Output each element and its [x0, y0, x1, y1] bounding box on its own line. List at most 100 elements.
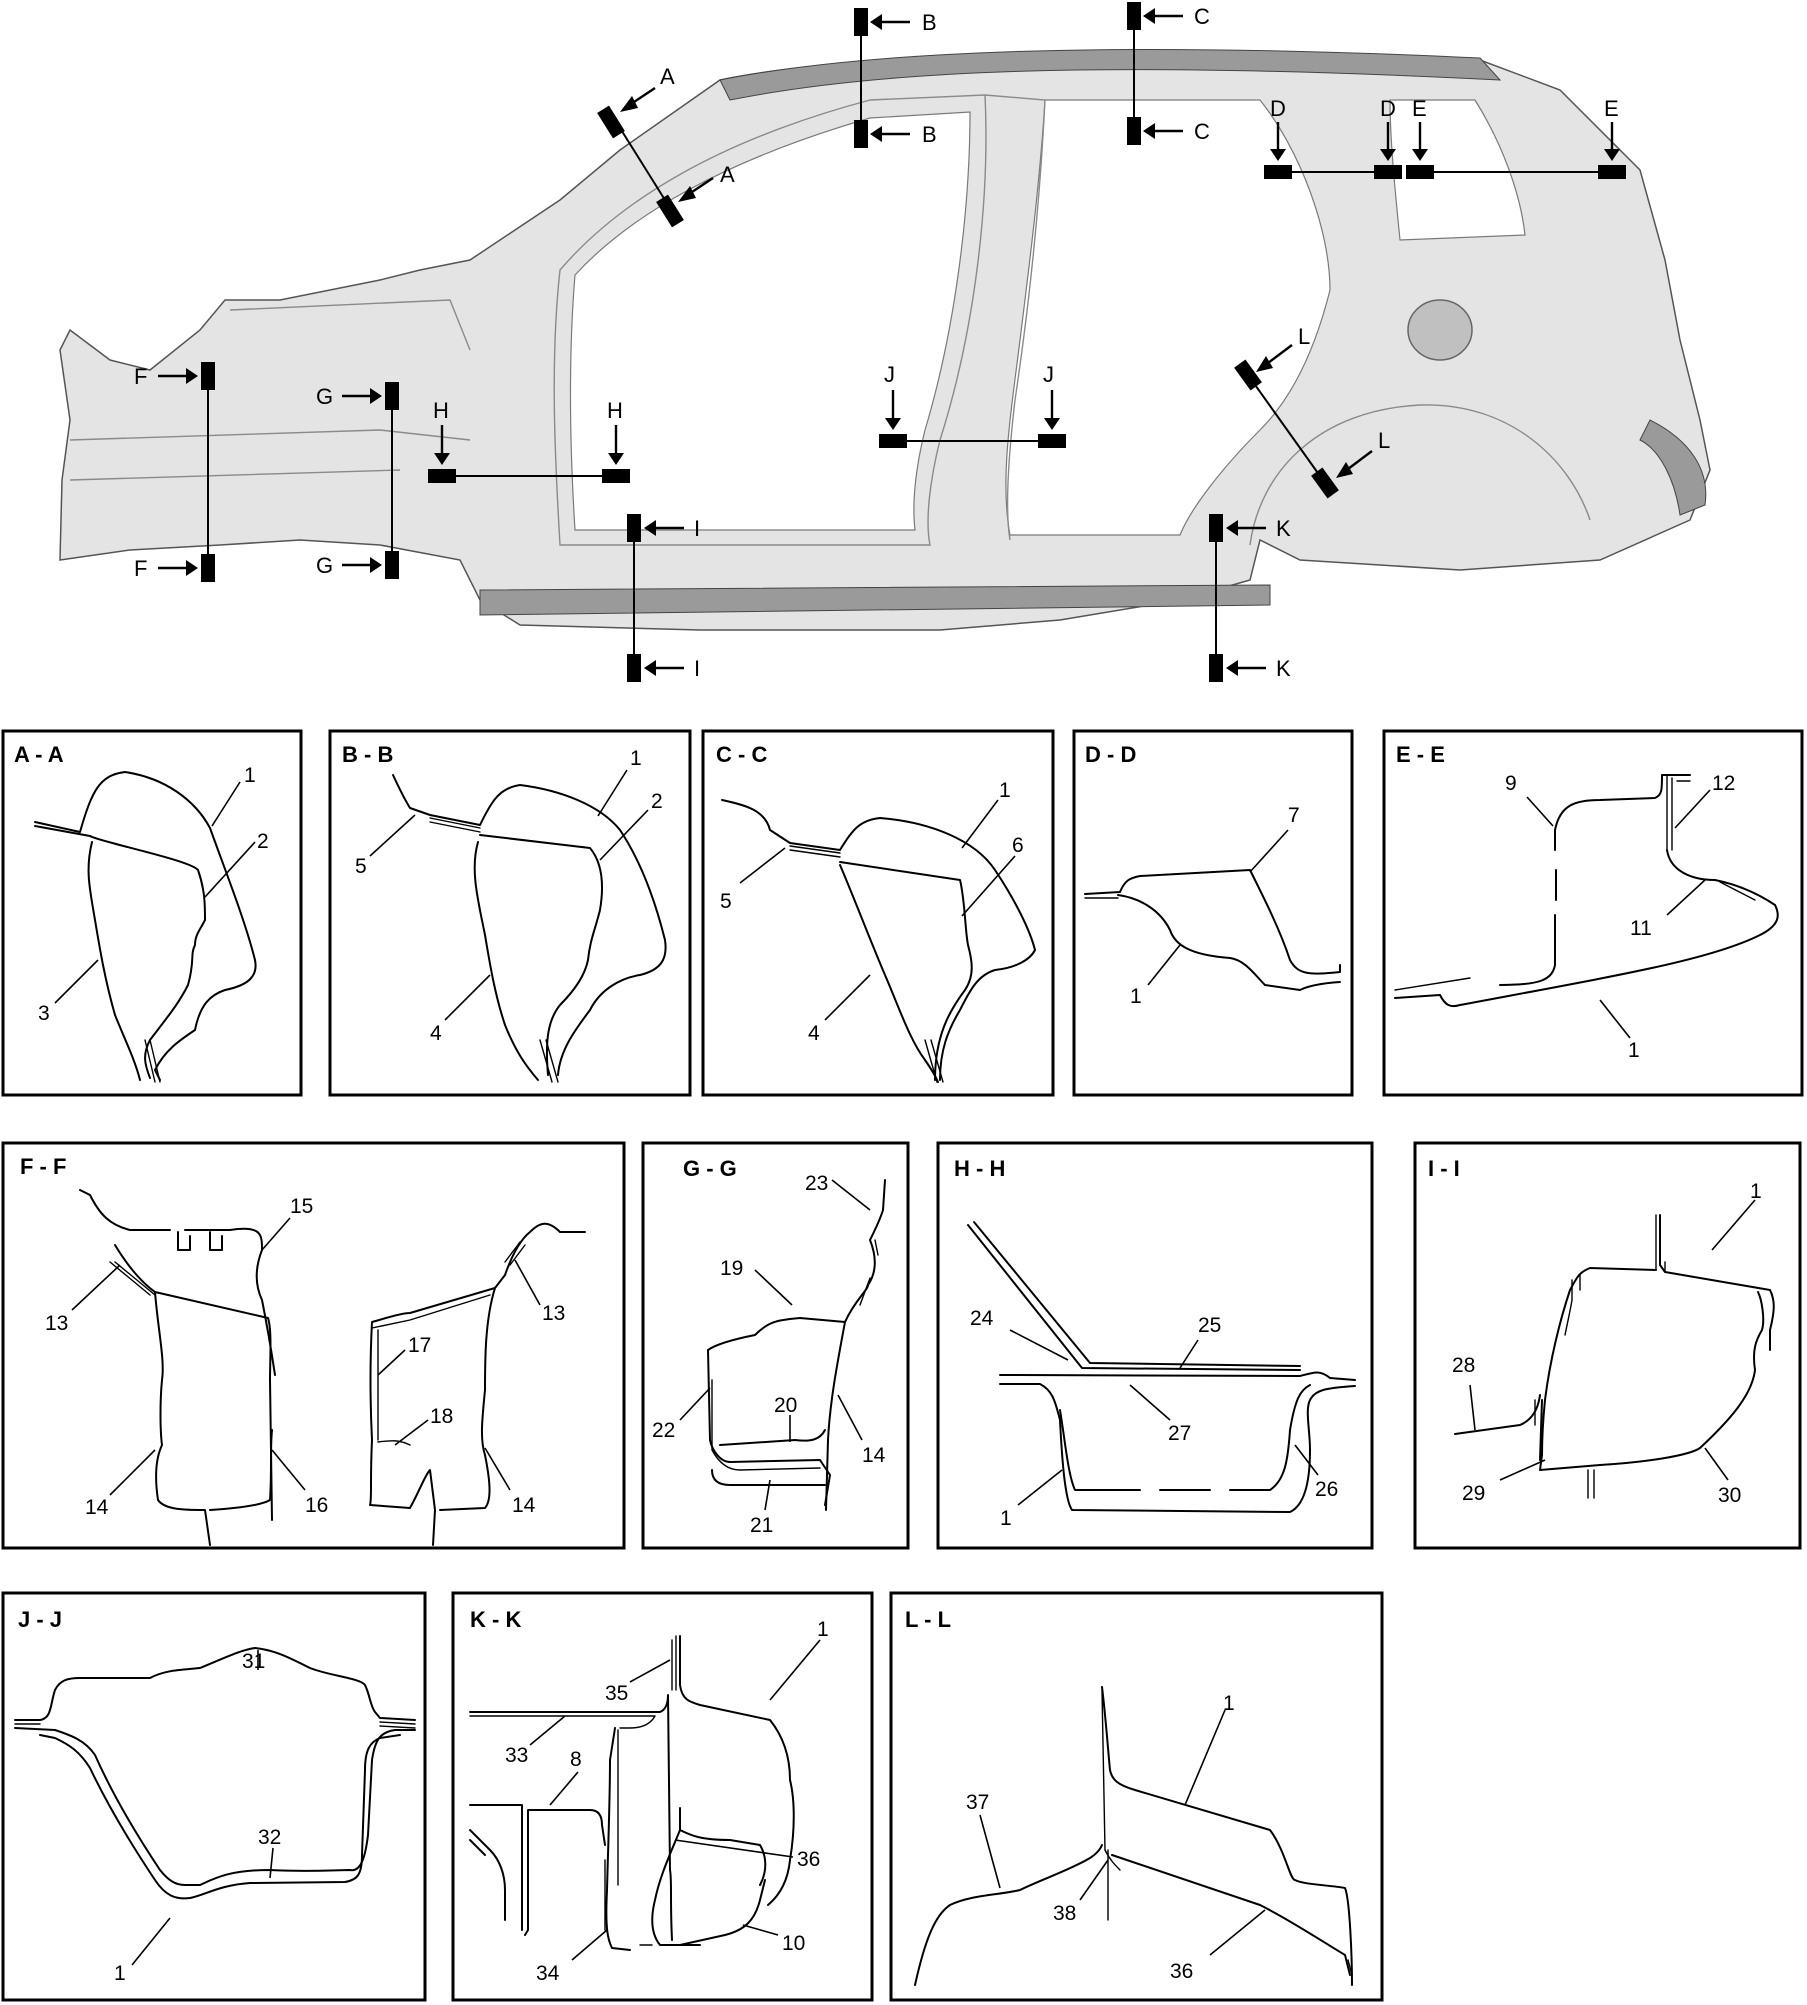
- callout-FF-17: 17: [408, 1334, 431, 1357]
- callout-AA-2: 2: [257, 830, 269, 853]
- callout-HH-27: 27: [1168, 1422, 1191, 1445]
- callout-GG-19: 19: [720, 1257, 743, 1280]
- cut-label-H-right: H: [607, 398, 623, 423]
- callout-KK-33: 33: [505, 1744, 528, 1767]
- cut-line-G: G G: [316, 382, 399, 579]
- cut-line-J: J J: [879, 362, 1066, 448]
- rear-door-opening: [1005, 99, 1331, 536]
- cut-label-F-bottom: F: [134, 556, 147, 581]
- section-panel-JJ: J - J 31 32 1: [1, 1591, 427, 2002]
- callout-GG-22: 22: [652, 1419, 675, 1442]
- callout-KK-1: 1: [817, 1618, 829, 1641]
- cut-line-F: F F: [134, 362, 215, 582]
- callout-KK-35: 35: [605, 1682, 628, 1705]
- panel-title-LL: L - L: [905, 1607, 951, 1632]
- callout-II-1: 1: [1750, 1180, 1762, 1203]
- rocker-panel: [479, 584, 1271, 616]
- callout-BB-4: 4: [430, 1022, 442, 1045]
- panel-title-GG: G - G: [683, 1156, 737, 1181]
- panel-title-FF: F - F: [20, 1154, 66, 1179]
- section-panel-CC: C - C 1 6 5 4: [701, 729, 1055, 1097]
- callout-EE-1: 1: [1628, 1039, 1640, 1062]
- section-panel-DD: D - D 7 1: [1072, 729, 1354, 1097]
- callout-CC-1: 1: [999, 779, 1011, 802]
- cut-line-K: K K: [1209, 514, 1291, 682]
- section-panel-FF: F - F 15 13 13 17 18 14 16 14: [1, 1141, 626, 1550]
- panel-title-KK: K - K: [470, 1607, 521, 1632]
- section-panel-LL: L - L 1 37 38 36: [889, 1591, 1384, 2002]
- rear-quarter-window: [1389, 99, 1526, 241]
- callout-GG-20: 20: [774, 1394, 797, 1417]
- front-apron: [69, 299, 471, 481]
- callout-JJ-31: 31: [242, 1650, 265, 1673]
- cut-label-B-bottom: B: [922, 122, 937, 147]
- cut-label-G-bottom: G: [316, 553, 333, 578]
- callout-HH-25: 25: [1198, 1314, 1221, 1337]
- callout-DD-1: 1: [1130, 985, 1142, 1008]
- callout-LL-37: 37: [966, 1791, 989, 1814]
- panel-title-CC: C - C: [716, 742, 767, 767]
- cut-label-K-top: K: [1276, 516, 1291, 541]
- section-panel-AA: A - A 1 2 3: [1, 729, 303, 1097]
- cut-label-L-bottom: L: [1378, 428, 1390, 453]
- callout-BB-1: 1: [630, 747, 642, 770]
- callout-EE-12: 12: [1712, 772, 1735, 795]
- callout-GG-14: 14: [862, 1444, 886, 1467]
- section-panel-GG: G - G 23 19 20 22 14 21: [641, 1141, 910, 1550]
- callout-HH-1: 1: [1000, 1507, 1012, 1530]
- vehicle-body-side-view: [59, 48, 1711, 631]
- callout-CC-6: 6: [1012, 834, 1024, 857]
- callout-KK-34: 34: [536, 1962, 560, 1985]
- cut-label-C-top: C: [1194, 4, 1210, 29]
- cut-label-D-left: D: [1270, 96, 1286, 121]
- cut-line-B: B B: [854, 8, 937, 148]
- callout-KK-36: 36: [797, 1848, 820, 1871]
- cut-label-J-left: J: [884, 362, 895, 387]
- callout-FF-13-left: 13: [45, 1312, 68, 1335]
- callout-FF-14-left: 14: [85, 1496, 109, 1519]
- rear-bumper-area: [1639, 419, 1707, 516]
- cut-line-H: H H: [428, 398, 630, 483]
- callout-II-29: 29: [1462, 1482, 1485, 1505]
- callout-AA-1: 1: [244, 764, 256, 787]
- callout-II-28: 28: [1452, 1354, 1475, 1377]
- section-panel-KK: K - K 1 35 33 8 36 34 10: [451, 1591, 874, 2002]
- panel-title-JJ: J - J: [18, 1607, 62, 1632]
- callout-KK-10: 10: [782, 1932, 805, 1955]
- callout-EE-11: 11: [1630, 917, 1652, 940]
- cut-line-A: A A: [597, 64, 735, 228]
- callout-LL-1: 1: [1223, 1692, 1235, 1715]
- callout-GG-23: 23: [805, 1172, 828, 1195]
- callout-LL-36: 36: [1170, 1960, 1193, 1983]
- callout-CC-5: 5: [720, 890, 732, 913]
- callout-BB-2: 2: [651, 790, 663, 813]
- callout-GG-21: 21: [750, 1514, 773, 1537]
- callout-HH-24: 24: [970, 1307, 994, 1330]
- cut-label-B-top: B: [922, 10, 937, 35]
- cut-label-H-left: H: [433, 398, 449, 423]
- cut-label-E-right: E: [1604, 96, 1619, 121]
- cut-label-J-right: J: [1043, 362, 1054, 387]
- rear-wheel-arch: [1249, 404, 1591, 546]
- cut-label-A-bottom: A: [720, 162, 735, 187]
- panel-title-EE: E - E: [1396, 742, 1445, 767]
- callout-FF-15: 15: [290, 1195, 313, 1218]
- callout-FF-14-right: 14: [512, 1494, 536, 1517]
- section-panel-II: I - I 1 28 29 30: [1413, 1141, 1802, 1550]
- cut-label-G-top: G: [316, 384, 333, 409]
- cut-line-D: D D: [1264, 96, 1402, 179]
- front-door-opening: [553, 94, 987, 546]
- callout-AA-3: 3: [38, 1002, 50, 1025]
- cut-label-I-bottom: I: [694, 656, 700, 681]
- b-pillar: [984, 94, 1046, 541]
- cut-line-L: L L: [1234, 324, 1390, 499]
- callout-DD-7: 7: [1288, 804, 1300, 827]
- callout-EE-9: 9: [1505, 772, 1517, 795]
- callout-HH-26: 26: [1315, 1478, 1338, 1501]
- roof-strip: [719, 48, 1502, 101]
- cut-label-E-left: E: [1412, 96, 1427, 121]
- cut-label-A-top: A: [660, 64, 675, 89]
- cut-label-I-top: I: [694, 516, 700, 541]
